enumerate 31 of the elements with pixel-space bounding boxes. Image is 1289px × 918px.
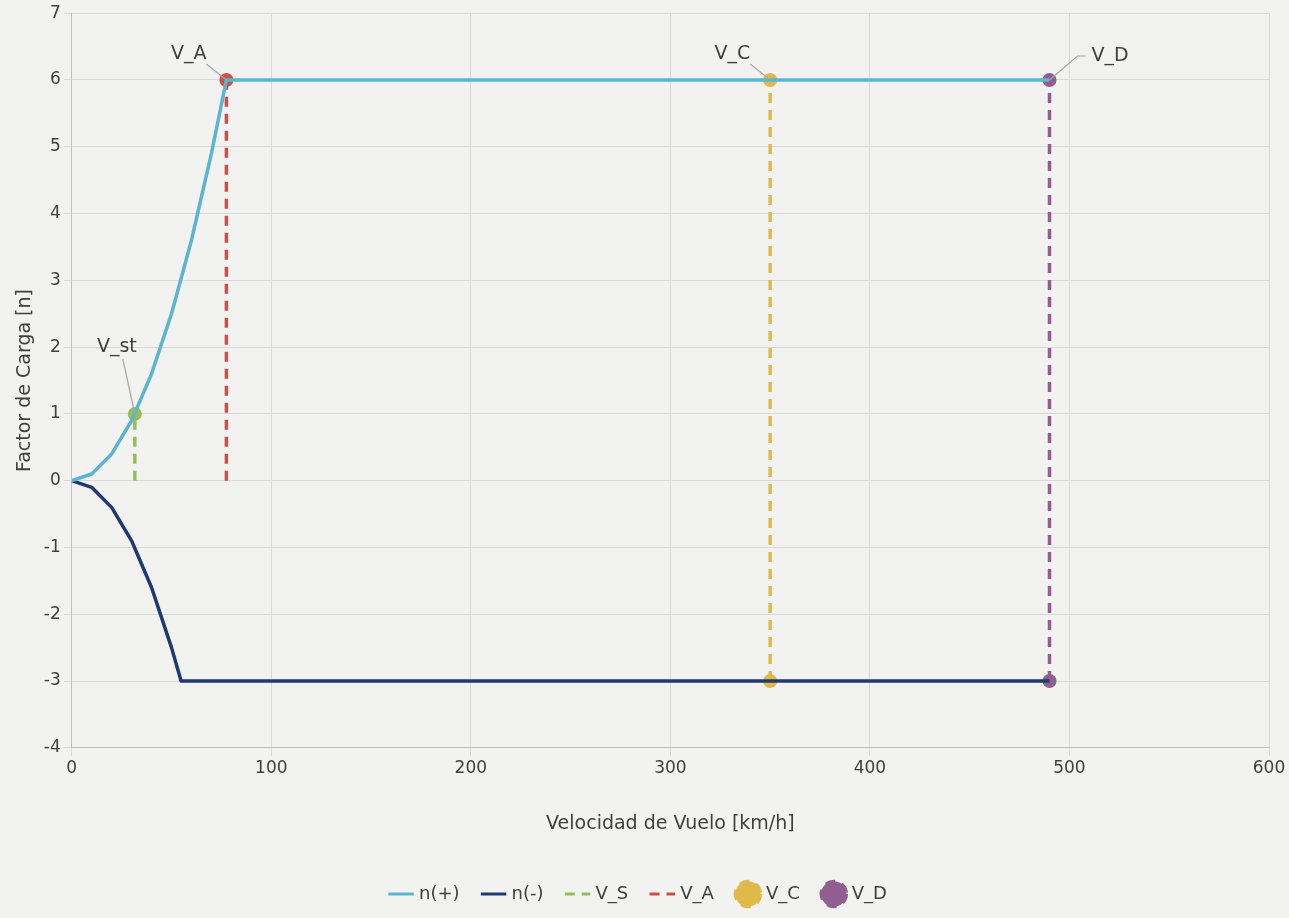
y-tick-label: -4 [43, 736, 61, 757]
y-tick-label: -1 [43, 535, 61, 556]
annotation: V_C [714, 41, 751, 65]
y-tick-label: 7 [49, 1, 61, 22]
y-tick-label: 2 [49, 335, 61, 356]
legend-label: V_S [595, 881, 629, 904]
y-tick-label: 0 [49, 469, 61, 490]
x-tick-label: 500 [1053, 757, 1086, 778]
annotation: V_st [96, 334, 137, 358]
legend-label: V_A [680, 881, 715, 904]
x-axis-title: Velocidad de Vuelo [km/h] [546, 810, 795, 833]
annotation: V_A [170, 41, 207, 65]
y-tick-label: 5 [49, 135, 61, 156]
y-tick-label: -3 [43, 669, 61, 690]
annotation: V_D [1091, 43, 1129, 67]
x-tick-label: 100 [255, 757, 288, 778]
legend-label: n(+) [419, 881, 460, 903]
y-tick-label: 6 [49, 68, 61, 89]
y-axis-title: Factor de Carga [n] [12, 289, 35, 472]
legend-label: n(-) [511, 881, 544, 903]
x-tick-label: 600 [1252, 757, 1286, 778]
y-tick-label: 4 [49, 201, 61, 222]
x-tick-label: 200 [454, 757, 488, 778]
x-tick-label: 0 [66, 757, 78, 778]
y-tick-label: 3 [49, 268, 61, 289]
legend-label: V_C [765, 881, 800, 904]
legend-label: V_D [851, 881, 887, 904]
x-tick-label: 400 [853, 757, 887, 778]
y-tick-label: 1 [49, 402, 61, 423]
y-tick-label: -2 [43, 602, 61, 623]
x-tick-label: 300 [654, 757, 687, 778]
